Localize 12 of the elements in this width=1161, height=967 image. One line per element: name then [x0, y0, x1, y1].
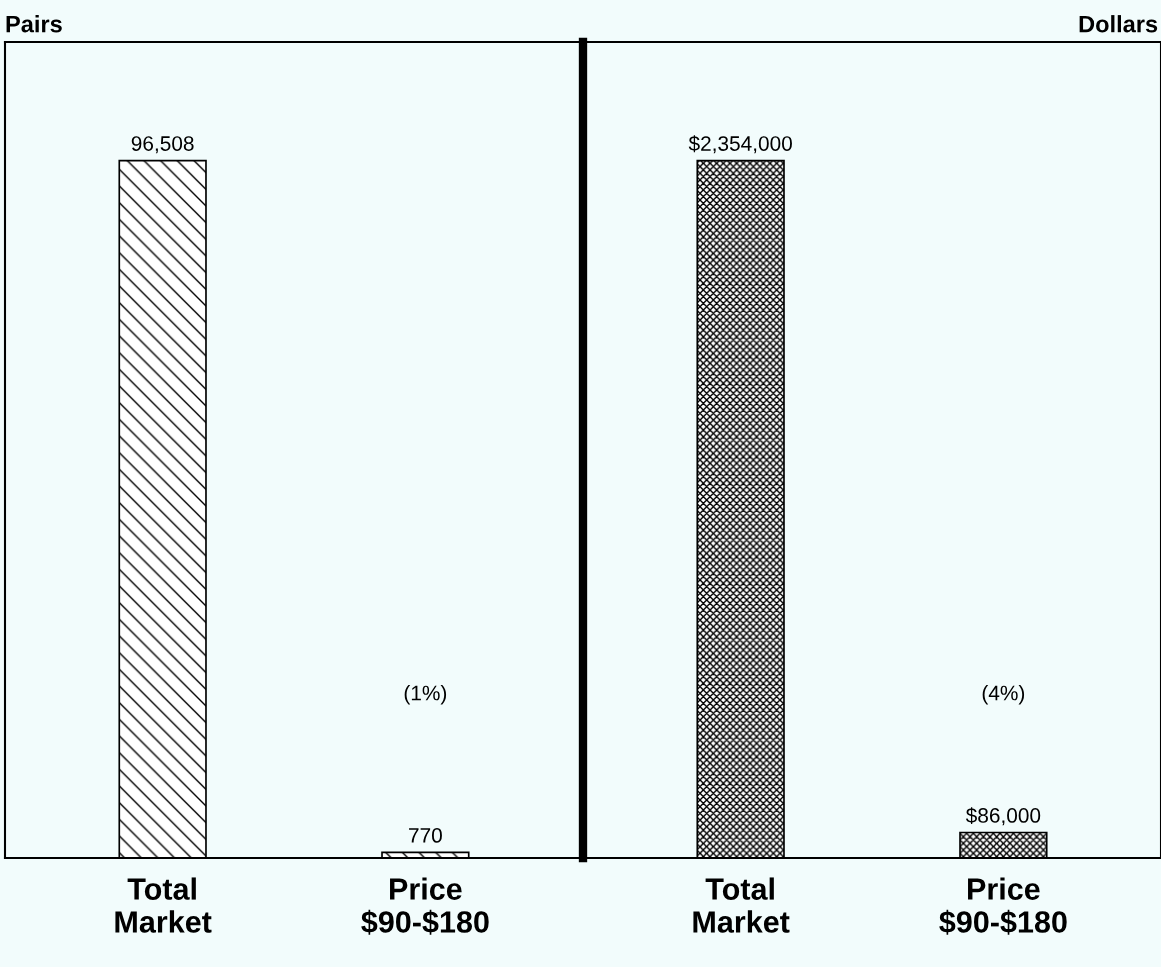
- y-axis-title: Pairs: [6, 15, 62, 33]
- data-label: $86,000: [965, 807, 1041, 826]
- annotation: (1%): [404, 685, 447, 705]
- y-axis-title: Dollars: [1079, 15, 1158, 33]
- data-label: 96,508: [131, 136, 194, 154]
- x-tick-label: Price $90-$180: [361, 877, 489, 935]
- x-tick-label: Total Market: [693, 877, 790, 933]
- data-label: $2,354,000: [688, 135, 792, 154]
- annotation: (4%): [982, 685, 1025, 705]
- data-label: 770: [409, 828, 442, 843]
- x-tick-label: Total Market: [115, 877, 212, 933]
- x-tick-label: Price $90-$180: [939, 877, 1067, 935]
